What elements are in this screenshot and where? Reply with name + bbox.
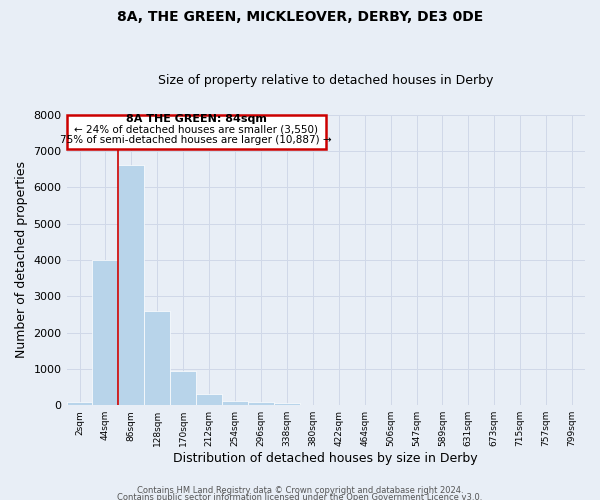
Text: 8A THE GREEN: 84sqm: 8A THE GREEN: 84sqm	[126, 114, 266, 124]
Bar	[67, 402, 92, 405]
Bar	[196, 394, 222, 405]
Text: Contains HM Land Registry data © Crown copyright and database right 2024.: Contains HM Land Registry data © Crown c…	[137, 486, 463, 495]
Y-axis label: Number of detached properties: Number of detached properties	[15, 162, 28, 358]
Bar	[222, 401, 248, 405]
Bar	[170, 370, 196, 405]
Bar	[274, 404, 300, 405]
X-axis label: Distribution of detached houses by size in Derby: Distribution of detached houses by size …	[173, 452, 478, 465]
Text: ← 24% of detached houses are smaller (3,550): ← 24% of detached houses are smaller (3,…	[74, 124, 318, 134]
Bar	[248, 402, 274, 405]
Bar	[118, 166, 145, 405]
Title: Size of property relative to detached houses in Derby: Size of property relative to detached ho…	[158, 74, 493, 87]
Bar	[92, 260, 118, 405]
Bar	[145, 310, 170, 405]
FancyBboxPatch shape	[67, 114, 326, 149]
Text: Contains public sector information licensed under the Open Government Licence v3: Contains public sector information licen…	[118, 494, 482, 500]
Text: 8A, THE GREEN, MICKLEOVER, DERBY, DE3 0DE: 8A, THE GREEN, MICKLEOVER, DERBY, DE3 0D…	[117, 10, 483, 24]
Text: 75% of semi-detached houses are larger (10,887) →: 75% of semi-detached houses are larger (…	[61, 135, 332, 145]
